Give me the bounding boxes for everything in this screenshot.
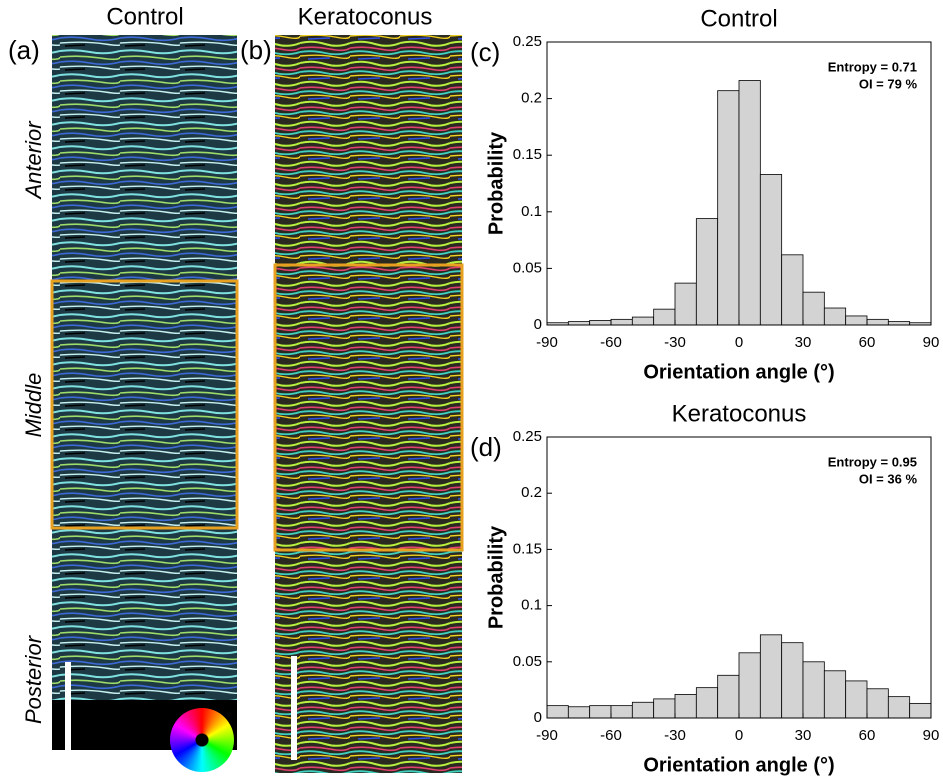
- bar: [866, 318, 889, 326]
- bar: [653, 308, 676, 326]
- bar: [631, 316, 655, 326]
- panel-label: (b): [240, 35, 272, 65]
- scale-bar: [291, 656, 297, 760]
- bar: [567, 706, 591, 719]
- y-tick-label: 0.2: [521, 90, 542, 107]
- bar: [845, 315, 868, 326]
- x-tick-label: 30: [795, 727, 812, 744]
- y-tick-label: 0.25: [513, 428, 542, 445]
- x-axis-label: Orientation angle (°): [643, 361, 834, 383]
- bar: [717, 90, 740, 326]
- x-tick-label: 60: [859, 334, 876, 351]
- x-tick-label: -30: [664, 727, 686, 744]
- x-tick-label: -60: [600, 727, 622, 744]
- annotation: Entropy = 0.95: [828, 454, 917, 469]
- bar: [759, 634, 783, 719]
- x-tick-label: 0: [735, 727, 743, 744]
- bar: [674, 693, 697, 719]
- bar: [610, 705, 633, 719]
- bar: [546, 705, 569, 719]
- bar: [909, 702, 932, 719]
- bar: [738, 652, 761, 719]
- y-axis-label: Probability: [485, 131, 507, 235]
- control-image: [52, 35, 237, 750]
- region-label: Middle: [21, 373, 46, 438]
- x-tick-label: -60: [600, 334, 622, 351]
- x-tick-label: -90: [536, 727, 558, 744]
- bar: [695, 218, 719, 326]
- y-tick-label: 0.15: [513, 540, 542, 557]
- y-axis-label: Probability: [485, 525, 507, 629]
- bar: [653, 698, 676, 719]
- bar: [717, 674, 740, 719]
- x-tick-label: 0: [735, 334, 743, 351]
- y-tick-label: 0.25: [513, 33, 542, 50]
- bar: [781, 254, 804, 326]
- bar: [845, 680, 868, 719]
- y-tick-label: 0.1: [521, 203, 542, 220]
- bar: [738, 80, 761, 326]
- x-tick-label: 90: [923, 334, 940, 351]
- bar: [759, 174, 783, 326]
- panel-label: (a): [8, 35, 40, 65]
- keratoconus-image: [275, 35, 462, 773]
- bar: [781, 642, 804, 719]
- bar: [823, 670, 847, 719]
- bar: [695, 687, 719, 719]
- y-tick-label: 0.2: [521, 484, 542, 501]
- bar: [887, 321, 911, 326]
- y-tick-label: 0.05: [513, 653, 542, 670]
- scale-bar: [65, 662, 71, 756]
- y-tick-label: 0: [534, 709, 542, 726]
- color-wheel: [170, 708, 234, 772]
- bar: [589, 320, 612, 326]
- y-tick-label: 0: [534, 316, 542, 333]
- bar: [823, 307, 847, 326]
- panel-label: (d): [470, 432, 502, 462]
- x-tick-label: 60: [859, 727, 876, 744]
- y-tick-label: 0.15: [513, 146, 542, 163]
- image-title: Control: [106, 3, 183, 30]
- bar: [589, 705, 612, 719]
- annotation: Entropy = 0.71: [828, 59, 917, 74]
- x-tick-label: -90: [536, 334, 558, 351]
- bar: [674, 282, 697, 326]
- region-box: [50, 279, 239, 530]
- region-label: Posterior: [21, 634, 46, 724]
- chart-title: Control: [700, 5, 777, 32]
- x-tick-label: 30: [795, 334, 812, 351]
- chart-title: Keratoconus: [672, 400, 807, 427]
- annotation: OI = 36 %: [859, 471, 918, 486]
- bar: [567, 321, 591, 326]
- x-tick-label: -30: [664, 334, 686, 351]
- region-box: [273, 263, 464, 552]
- bar: [866, 688, 889, 719]
- x-tick-label: 90: [923, 727, 940, 744]
- y-tick-label: 0.1: [521, 597, 542, 614]
- bar: [887, 696, 911, 719]
- bar: [802, 661, 825, 719]
- bar: [610, 318, 633, 326]
- bar: [802, 291, 825, 326]
- region-label: Anterior: [21, 120, 46, 201]
- annotation: OI = 79 %: [859, 76, 918, 91]
- y-tick-label: 0.05: [513, 259, 542, 276]
- image-title: Keratoconus: [298, 3, 433, 30]
- bar: [631, 701, 655, 719]
- panel-label: (c): [470, 37, 500, 67]
- x-axis-label: Orientation angle (°): [643, 754, 834, 776]
